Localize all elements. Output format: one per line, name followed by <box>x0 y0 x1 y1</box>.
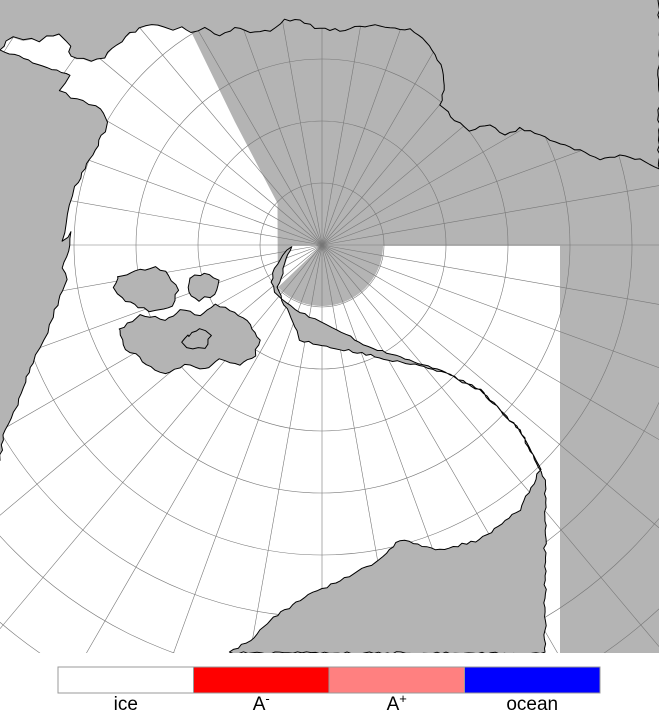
svg-text:ocean: ocean <box>506 694 558 715</box>
svg-text:A-: A- <box>253 691 270 716</box>
svg-text:A+: A+ <box>387 691 407 716</box>
svg-text:ice: ice <box>114 694 138 715</box>
